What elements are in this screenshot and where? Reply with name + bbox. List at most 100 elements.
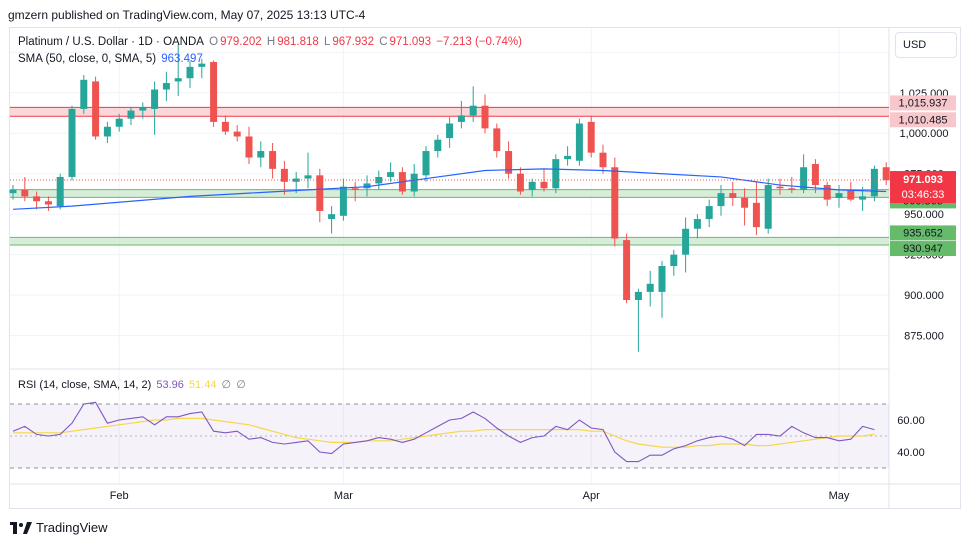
candle-body: [870, 168, 878, 197]
candle-body: [151, 89, 159, 109]
candle-body: [505, 151, 513, 174]
candle-body: [80, 79, 88, 109]
rsi-sma-line: [13, 417, 875, 448]
candle-body: [422, 151, 430, 176]
zone-price-tag: [890, 95, 956, 111]
candle-body: [646, 283, 654, 292]
candle-body: [269, 151, 277, 169]
tradingview-logo[interactable]: TradingView: [10, 520, 108, 535]
candle-body: [587, 121, 595, 153]
candle-body: [682, 228, 690, 255]
candle-body: [811, 164, 819, 186]
sma-label: SMA (50, close, 0, SMA, 5): [18, 53, 157, 65]
candle-body: [68, 108, 76, 177]
candle-body: [115, 118, 123, 127]
countdown-label: 03:46:33: [902, 189, 945, 201]
close-label: C: [379, 36, 388, 48]
zone-support-lower: [10, 237, 889, 246]
candle-body: [103, 126, 111, 137]
candle-body: [469, 105, 477, 116]
y-tick-label: 1,000.000: [900, 128, 949, 140]
tradingview-brand: TradingView: [36, 520, 108, 535]
candle-body: [316, 175, 324, 211]
candle-body: [339, 186, 347, 216]
sma-line: [12, 168, 887, 210]
candle-body: [717, 193, 725, 207]
candle-body: [446, 123, 454, 139]
rsi-axis-label: 40.00: [897, 447, 925, 459]
candle-body: [387, 172, 395, 177]
candle-body: [705, 206, 713, 220]
candle-body: [351, 188, 359, 190]
open-value: 979.202: [220, 36, 262, 48]
tradingview-logo-icon: [10, 521, 32, 534]
sma-legend[interactable]: SMA (50, close, 0, SMA, 5) 963.497: [18, 53, 205, 65]
rsi-axis-label: 60.00: [897, 415, 925, 427]
candle-body: [186, 66, 194, 79]
candle-body: [693, 219, 701, 229]
candle-body: [564, 155, 572, 160]
candle-body: [800, 167, 808, 190]
candle-body: [292, 178, 300, 182]
candle-body: [611, 167, 619, 239]
candle-body: [328, 214, 336, 220]
candle-body: [363, 183, 371, 189]
candle-body: [528, 181, 536, 190]
x-tick-label: Feb: [110, 490, 129, 502]
zone-price-label: 935.652: [903, 227, 943, 239]
candle-body: [516, 173, 524, 192]
sma-50-line: [12, 168, 887, 210]
candle-body: [882, 167, 890, 181]
last-price-tag: [890, 171, 956, 204]
change-value: −7.213 (−0.74%): [436, 36, 522, 48]
currency-selector[interactable]: USD: [895, 32, 957, 58]
candle-body: [859, 196, 867, 200]
candle-body: [304, 175, 312, 179]
candle-body: [33, 196, 41, 202]
last-price-label: 971.093: [903, 174, 943, 186]
rsi-line: [12, 401, 875, 463]
price-zones: [10, 106, 889, 246]
candle-body: [493, 128, 501, 152]
candle-body: [257, 151, 265, 158]
close-value: 971.093: [389, 36, 432, 48]
candle-body: [92, 81, 100, 137]
candle-body: [776, 186, 784, 189]
x-tick-label: Apr: [583, 490, 600, 502]
rsi-extra-1: ∅: [221, 379, 232, 391]
grid-lines: [10, 27, 961, 509]
candle-body: [764, 185, 772, 229]
y-tick-label: 875.000: [904, 331, 944, 343]
rsi-sma-value: 51.44: [188, 379, 217, 391]
candle-body: [233, 131, 241, 137]
zone-price-tag: [890, 225, 956, 241]
high-value: 981.818: [277, 36, 319, 48]
candle-body: [658, 266, 666, 292]
candle-body: [788, 188, 796, 190]
candle-body: [752, 202, 760, 228]
price-axis: 875.000900.000925.000950.000975.0001,000…: [890, 47, 956, 459]
candle-body: [221, 121, 229, 132]
candle-body: [540, 181, 548, 189]
y-tick-label: 900.000: [904, 290, 944, 302]
candle-body: [741, 198, 749, 208]
rsi-label: RSI (14, close, SMA, 14, 2): [18, 379, 152, 391]
sma-value: 963.497: [161, 53, 203, 65]
candle-body: [9, 189, 17, 194]
symbol-name: Platinum / U.S. Dollar · 1D · OANDA: [18, 36, 204, 48]
candle-body: [162, 83, 170, 90]
symbol-legend[interactable]: Platinum / U.S. Dollar · 1D · OANDA O 979…: [18, 36, 524, 48]
candle-body: [245, 136, 253, 158]
zone-price-tag: [890, 241, 956, 257]
open-label: O: [209, 36, 219, 48]
candle-body: [127, 110, 135, 119]
candlesticks: [9, 44, 890, 352]
candle-body: [457, 115, 465, 122]
candle-body: [623, 240, 631, 300]
low-value: 967.932: [332, 36, 374, 48]
time-axis: Feb Mar Apr May: [110, 490, 850, 502]
candle-body: [280, 168, 288, 182]
rsi-legend[interactable]: RSI (14, close, SMA, 14, 2) 53.96 51.44 …: [18, 378, 248, 391]
publisher-line: gmzern published on TradingView.com, May…: [8, 8, 366, 22]
